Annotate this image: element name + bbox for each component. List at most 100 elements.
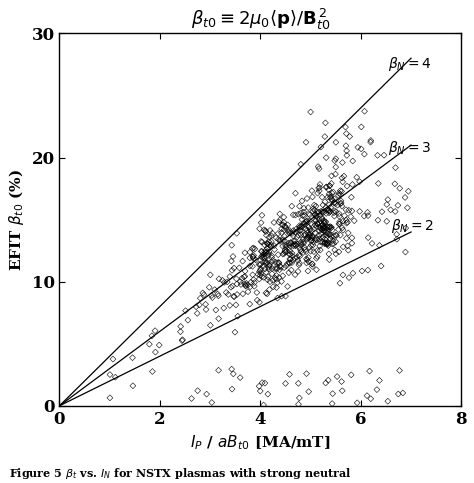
Point: [343, 152, 351, 159]
Point: [303, 370, 310, 378]
Point: [307, 108, 314, 116]
Point: [237, 374, 244, 382]
Point: [239, 290, 246, 298]
Point: [338, 378, 346, 385]
Point: [249, 271, 256, 279]
Point: [262, 259, 269, 267]
Point: [129, 354, 137, 362]
Point: [325, 250, 333, 258]
Point: [246, 262, 254, 270]
Point: [327, 235, 334, 243]
Point: [265, 261, 273, 269]
Point: [327, 204, 335, 212]
Point: [109, 355, 117, 363]
Point: [243, 280, 250, 287]
Point: [282, 241, 289, 249]
Point: [276, 262, 284, 270]
Point: [315, 184, 322, 192]
Point: [322, 119, 329, 127]
Point: [335, 220, 343, 228]
Point: [338, 224, 346, 232]
Point: [365, 234, 372, 242]
Point: [318, 225, 325, 232]
Point: [328, 189, 336, 197]
Point: [294, 268, 302, 275]
Point: [333, 373, 341, 381]
Point: [246, 300, 254, 308]
Point: [307, 247, 314, 255]
Point: [282, 224, 290, 231]
Point: [263, 231, 270, 239]
Point: [356, 208, 364, 215]
Point: [256, 261, 264, 269]
Point: [211, 286, 219, 294]
Point: [366, 367, 374, 375]
Point: [177, 323, 184, 330]
Point: [311, 236, 319, 243]
Point: [305, 223, 312, 231]
Point: [328, 172, 335, 180]
Point: [311, 221, 319, 228]
Point: [242, 282, 249, 290]
Point: [299, 236, 307, 243]
Point: [149, 368, 156, 375]
Point: [322, 218, 329, 226]
Point: [332, 250, 340, 257]
Point: [322, 379, 329, 387]
Point: [298, 197, 306, 205]
Point: [257, 247, 265, 255]
Point: [256, 271, 264, 279]
Point: [334, 201, 341, 209]
Point: [325, 209, 333, 217]
Point: [293, 241, 301, 248]
Point: [276, 266, 283, 273]
Point: [256, 387, 264, 395]
Point: [332, 208, 340, 215]
Point: [265, 262, 273, 270]
Point: [214, 290, 221, 298]
Point: [288, 249, 296, 257]
Point: [336, 220, 343, 227]
Point: [265, 241, 273, 249]
Point: [325, 201, 333, 209]
Point: [306, 233, 314, 241]
Point: [329, 188, 337, 196]
Point: [331, 207, 338, 214]
Point: [246, 248, 254, 256]
Point: [288, 259, 296, 267]
Point: [129, 382, 137, 390]
Point: [305, 223, 312, 231]
Point: [278, 292, 285, 300]
Point: [284, 283, 292, 290]
Point: [323, 240, 330, 248]
Point: [290, 237, 297, 245]
Point: [253, 289, 261, 297]
Point: [225, 291, 232, 298]
Point: [227, 284, 235, 291]
Point: [296, 222, 303, 229]
Point: [281, 222, 289, 230]
Point: [322, 203, 329, 211]
Point: [284, 221, 292, 228]
Point: [288, 266, 295, 274]
Point: [319, 193, 326, 201]
Point: [331, 199, 338, 206]
Point: [310, 238, 317, 246]
Point: [265, 264, 273, 271]
Point: [255, 298, 263, 306]
Point: [267, 242, 274, 250]
Point: [320, 209, 328, 216]
Point: [246, 283, 254, 291]
Point: [292, 211, 299, 219]
Point: [293, 254, 301, 261]
Point: [322, 154, 330, 161]
Point: [321, 217, 328, 225]
Point: [262, 289, 270, 297]
Point: [317, 229, 325, 237]
Point: [229, 253, 237, 260]
Point: [311, 229, 319, 237]
Point: [272, 234, 280, 242]
Point: [316, 224, 324, 231]
Point: [219, 276, 226, 284]
Point: [282, 292, 289, 300]
